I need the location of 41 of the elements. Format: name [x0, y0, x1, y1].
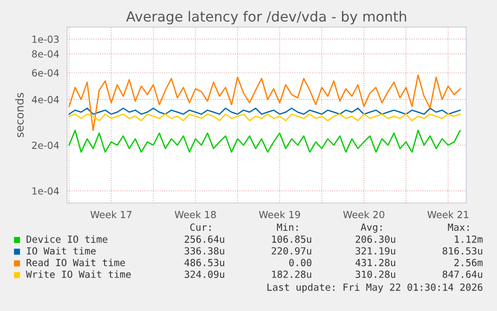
legend-label: Read IO Wait time: [26, 258, 125, 266]
text: 324.09u: [184, 270, 224, 278]
y-tick-label: 4e-04: [32, 96, 59, 104]
line-series: [68, 74, 461, 132]
y-axis-title: seconds: [15, 92, 24, 138]
text: 182.28u: [272, 270, 312, 278]
text: 0.00: [289, 258, 312, 266]
y-tick-label: 1e-04: [32, 187, 59, 195]
x-tick-label: Week 17: [90, 210, 132, 218]
text: Max:: [448, 224, 469, 231]
legend-label: IO Wait time: [26, 247, 96, 255]
chart-title: Average latency for /dev/vda - by month: [126, 10, 406, 24]
text: 206.30u: [356, 235, 396, 243]
y-tick-label: 1e-03: [32, 36, 59, 43]
text: 816.53u: [442, 247, 482, 255]
x-tick-label: Week 21: [427, 210, 468, 218]
text: Avg:: [360, 224, 382, 233]
x-tick-label: Week 19: [258, 210, 300, 218]
text: 431.28u: [356, 258, 396, 266]
legend-label: Device IO time: [26, 235, 108, 243]
text: 220.97u: [272, 247, 312, 255]
text: Last update: Fri May 22 01:30:14 2026: [267, 283, 482, 293]
x-tick-label: Week 18: [174, 210, 216, 218]
y-tick-label: 8e-04: [32, 50, 59, 58]
text: 2.56m: [454, 258, 483, 266]
text: 1.12m: [454, 235, 483, 243]
text: 336.38u: [184, 247, 224, 255]
line-series: [68, 130, 461, 153]
text: 106.85u: [272, 235, 312, 243]
text: Min:: [276, 223, 298, 231]
legend-label: Write IO Wait time: [26, 270, 131, 278]
text: Cur:: [190, 223, 211, 231]
text: 847.64u: [442, 270, 482, 278]
x-tick-label: Week 20: [343, 210, 384, 218]
y-tick-label: 2e-04: [32, 142, 59, 149]
text: 256.64u: [184, 235, 224, 243]
text: 321.19u: [356, 247, 396, 255]
text: 486.53u: [184, 258, 224, 266]
text: 310.28u: [356, 270, 396, 278]
y-tick-label: 6e-04: [32, 69, 59, 77]
line-series: [68, 114, 461, 122]
